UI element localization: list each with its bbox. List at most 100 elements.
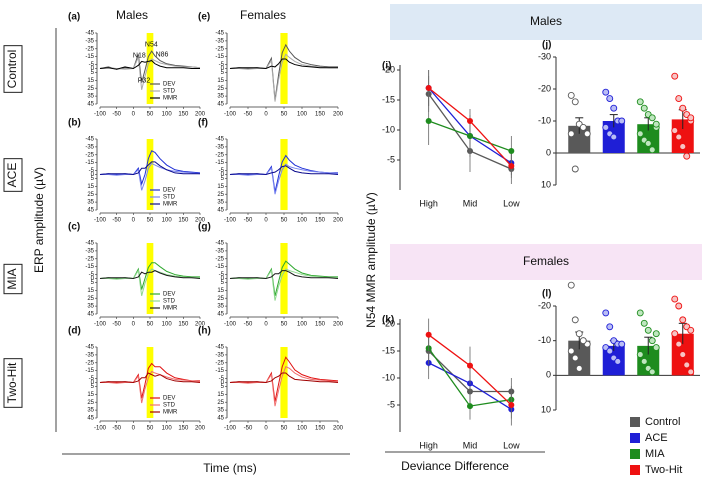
y-tick-label: -35 — [85, 248, 94, 254]
panel-label: (c) — [68, 222, 80, 233]
row-label: Two-Hit — [5, 362, 19, 403]
y-tick-label: 0 — [546, 370, 551, 380]
panel-label: (e) — [198, 12, 210, 23]
legend-label: STD — [163, 195, 176, 201]
y-tick-label: -45 — [215, 345, 224, 351]
y-tick-label: -15 — [85, 54, 94, 60]
x-tick-label: 150 — [178, 426, 189, 432]
y-tick-label: -5 — [219, 62, 225, 68]
peak-annotation: N54 — [145, 42, 158, 49]
highlight-band — [280, 347, 288, 418]
erp-line — [230, 53, 338, 102]
x-tick-label: -100 — [224, 112, 237, 118]
legend-label: MMR — [163, 410, 178, 416]
data-point — [683, 152, 691, 160]
y-tick-label: 35 — [217, 200, 224, 206]
y-tick-label: -15 — [85, 264, 94, 270]
x-tick-label: 0 — [264, 322, 268, 328]
y-tick-label: 10 — [541, 179, 551, 189]
legend-swatch — [630, 465, 640, 475]
legend-label: DEV — [163, 188, 175, 194]
data-point — [618, 117, 626, 125]
x-tick-label: -50 — [112, 112, 121, 118]
y-tick-label: 5 — [221, 384, 225, 390]
y-tick-label: 25 — [217, 296, 224, 302]
y-tick-label: 45 — [87, 312, 94, 318]
y-tick-label: -15 — [382, 94, 395, 104]
y-tick-label: -25 — [215, 152, 224, 158]
data-point — [606, 347, 614, 355]
x-tick-label: 0 — [132, 322, 136, 328]
data-point — [606, 323, 614, 331]
data-point — [579, 123, 587, 131]
y-tick-label: 25 — [87, 86, 94, 92]
y-tick-label: 45 — [87, 208, 94, 214]
data-point — [687, 326, 695, 334]
y-tick-label: 25 — [217, 86, 224, 92]
y-tick-label: 5 — [91, 384, 95, 390]
data-point — [648, 146, 656, 154]
females-header: Females — [523, 254, 569, 268]
y-tick-label: 5 — [221, 280, 225, 286]
data-point — [687, 368, 695, 376]
data-point — [571, 354, 579, 362]
x-tick-label: High — [419, 440, 438, 450]
erp-line — [229, 165, 339, 176]
x-axis-label: Time (ms) — [203, 461, 257, 475]
x-tick-label: -50 — [244, 322, 253, 328]
y-tick-label: 25 — [87, 296, 94, 302]
y-tick-label: 45 — [87, 102, 94, 108]
data-point — [648, 368, 656, 376]
x-tick-label: 150 — [315, 112, 326, 118]
data-point — [671, 127, 679, 135]
data-point — [679, 143, 687, 151]
erp-line — [99, 60, 200, 70]
y-tick-label: -25 — [215, 46, 224, 52]
data-point — [683, 361, 691, 369]
y-tick-label: -5 — [89, 168, 95, 174]
x-tick-label: 200 — [333, 322, 344, 328]
x-tick-label: 200 — [195, 112, 206, 118]
point — [508, 163, 515, 169]
legend-label: DEV — [163, 82, 175, 88]
x-tick-label: -50 — [244, 218, 253, 224]
x-tick-label: 100 — [162, 426, 173, 432]
x-tick-label: 50 — [281, 218, 288, 224]
data-point — [671, 330, 679, 338]
highlight-band — [280, 243, 288, 314]
data-point — [636, 98, 644, 106]
y-tick-label: -10 — [538, 115, 551, 125]
x-tick-label: 200 — [195, 322, 206, 328]
point — [508, 148, 515, 154]
x-tick-label: 50 — [147, 218, 154, 224]
erp-line — [99, 50, 201, 83]
y-tick-label: -35 — [215, 248, 224, 254]
x-tick-label: Low — [503, 198, 520, 208]
data-point — [583, 130, 591, 138]
legend-label: DEV — [163, 292, 175, 298]
data-point — [640, 104, 648, 112]
erp-line — [230, 163, 339, 195]
point — [425, 331, 432, 338]
data-point — [679, 316, 687, 324]
erp-line — [99, 55, 201, 90]
x-tick-label: 200 — [195, 426, 206, 432]
y-tick-label: -15 — [382, 345, 395, 355]
females-header-box — [390, 244, 702, 280]
panel-label: (f) — [198, 118, 208, 129]
row-label: ACE — [5, 163, 19, 188]
x-tick-label: -100 — [94, 426, 107, 432]
panel-label: (a) — [68, 12, 80, 23]
x-tick-label: -100 — [94, 218, 107, 224]
data-point — [640, 358, 648, 365]
y-tick-label: 5 — [221, 176, 225, 182]
panel-label: (k) — [382, 315, 394, 326]
y-tick-label: 0 — [221, 66, 225, 72]
y-tick-label: -10 — [382, 372, 395, 382]
bar — [671, 119, 694, 153]
x-tick-label: 0 — [264, 426, 268, 432]
data-point — [602, 123, 610, 131]
legend-swatch — [630, 449, 640, 459]
